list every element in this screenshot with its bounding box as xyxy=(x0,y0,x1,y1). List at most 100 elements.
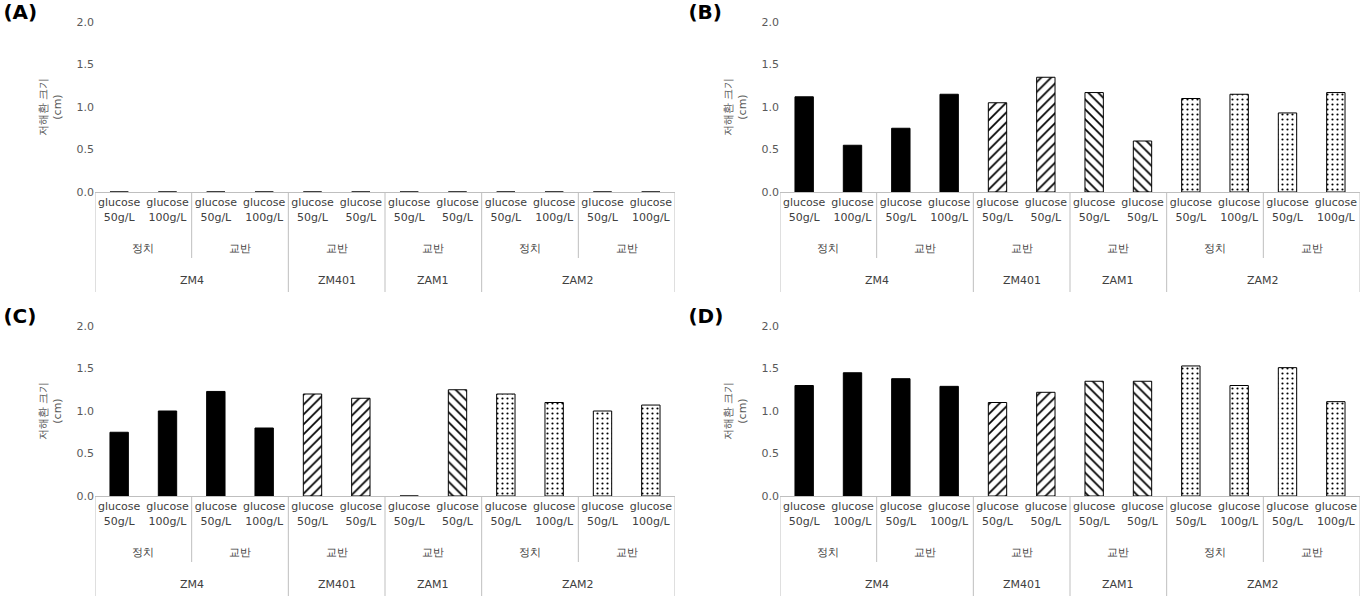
svg-text:glucose50g/L: glucose50g/L xyxy=(388,196,431,223)
svg-text:glucose50g/L: glucose50g/L xyxy=(195,196,238,223)
svg-text:glucose50g/L: glucose50g/L xyxy=(98,196,141,223)
svg-text:glucose100g/L: glucose100g/L xyxy=(831,196,874,223)
svg-text:교반: 교반 xyxy=(229,546,251,559)
svg-text:교반: 교반 xyxy=(326,546,348,559)
svg-text:교반: 교반 xyxy=(326,242,348,255)
svg-text:교반: 교반 xyxy=(1011,242,1033,255)
svg-text:교반: 교반 xyxy=(616,546,638,559)
svg-text:glucose50g/L: glucose50g/L xyxy=(1025,500,1068,527)
svg-text:정치: 정치 xyxy=(519,242,541,255)
svg-text:0.0: 0.0 xyxy=(77,186,95,199)
svg-text:glucose50g/L: glucose50g/L xyxy=(1025,196,1068,223)
svg-text:0.5: 0.5 xyxy=(77,143,95,156)
svg-text:교반: 교반 xyxy=(1011,546,1033,559)
svg-text:glucose50g/L: glucose50g/L xyxy=(1266,196,1309,223)
svg-text:0.5: 0.5 xyxy=(762,143,780,156)
svg-text:glucose50g/L: glucose50g/L xyxy=(195,500,238,527)
svg-text:ZAM2: ZAM2 xyxy=(562,274,594,287)
svg-text:2.0: 2.0 xyxy=(762,320,780,333)
svg-text:저해환 크기(cm): 저해환 크기(cm) xyxy=(37,382,64,441)
svg-text:교반: 교반 xyxy=(914,546,936,559)
svg-text:glucose50g/L: glucose50g/L xyxy=(581,196,624,223)
svg-text:glucose100g/L: glucose100g/L xyxy=(1218,196,1261,223)
svg-text:ZAM1: ZAM1 xyxy=(417,274,449,287)
svg-text:glucose100g/L: glucose100g/L xyxy=(533,196,576,223)
svg-text:glucose50g/L: glucose50g/L xyxy=(436,500,479,527)
svg-text:교반: 교반 xyxy=(422,242,444,255)
svg-text:glucose50g/L: glucose50g/L xyxy=(291,500,334,527)
svg-text:glucose50g/L: glucose50g/L xyxy=(1170,500,1213,527)
svg-text:정치: 정치 xyxy=(132,242,154,255)
svg-text:glucose100g/L: glucose100g/L xyxy=(1218,500,1261,527)
svg-text:ZM401: ZM401 xyxy=(1003,578,1041,591)
svg-text:ZAM1: ZAM1 xyxy=(1102,578,1134,591)
svg-text:glucose100g/L: glucose100g/L xyxy=(533,500,576,527)
svg-text:0.0: 0.0 xyxy=(762,186,780,199)
svg-text:ZAM2: ZAM2 xyxy=(562,578,594,591)
svg-text:0.0: 0.0 xyxy=(77,490,95,503)
svg-text:ZAM1: ZAM1 xyxy=(1102,274,1134,287)
svg-text:0.0: 0.0 xyxy=(762,490,780,503)
svg-text:glucose50g/L: glucose50g/L xyxy=(340,196,383,223)
svg-text:glucose50g/L: glucose50g/L xyxy=(340,500,383,527)
svg-text:glucose50g/L: glucose50g/L xyxy=(388,500,431,527)
svg-text:(A): (A) xyxy=(3,0,37,24)
svg-text:glucose50g/L: glucose50g/L xyxy=(880,500,923,527)
svg-text:glucose50g/L: glucose50g/L xyxy=(1266,500,1309,527)
svg-text:glucose100g/L: glucose100g/L xyxy=(630,196,673,223)
svg-text:glucose100g/L: glucose100g/L xyxy=(146,196,189,223)
svg-text:교반: 교반 xyxy=(422,546,444,559)
svg-text:ZAM2: ZAM2 xyxy=(1247,578,1279,591)
svg-text:0.5: 0.5 xyxy=(77,447,95,460)
svg-text:glucose50g/L: glucose50g/L xyxy=(581,500,624,527)
svg-text:정치: 정치 xyxy=(817,242,839,255)
svg-text:(C): (C) xyxy=(3,304,36,328)
svg-text:glucose50g/L: glucose50g/L xyxy=(976,500,1019,527)
svg-text:0.5: 0.5 xyxy=(762,447,780,460)
svg-text:ZM4: ZM4 xyxy=(180,274,204,287)
svg-text:glucose100g/L: glucose100g/L xyxy=(243,500,286,527)
svg-text:정치: 정치 xyxy=(817,546,839,559)
svg-text:glucose50g/L: glucose50g/L xyxy=(976,196,1019,223)
svg-text:glucose100g/L: glucose100g/L xyxy=(1315,500,1358,527)
svg-text:glucose100g/L: glucose100g/L xyxy=(928,196,971,223)
svg-text:(B): (B) xyxy=(688,0,722,24)
svg-text:ZAM2: ZAM2 xyxy=(1247,274,1279,287)
svg-text:정치: 정치 xyxy=(132,546,154,559)
svg-text:ZM401: ZM401 xyxy=(318,274,356,287)
svg-text:교반: 교반 xyxy=(616,242,638,255)
svg-text:1.5: 1.5 xyxy=(77,362,95,375)
svg-text:교반: 교반 xyxy=(1301,242,1323,255)
svg-text:교반: 교반 xyxy=(229,242,251,255)
svg-text:glucose100g/L: glucose100g/L xyxy=(831,500,874,527)
svg-text:ZM4: ZM4 xyxy=(865,578,889,591)
svg-text:정치: 정치 xyxy=(1204,242,1226,255)
svg-text:(D): (D) xyxy=(688,304,723,328)
svg-text:정치: 정치 xyxy=(1204,546,1226,559)
svg-text:glucose100g/L: glucose100g/L xyxy=(630,500,673,527)
svg-text:glucose50g/L: glucose50g/L xyxy=(783,196,826,223)
svg-text:2.0: 2.0 xyxy=(77,320,95,333)
svg-text:glucose100g/L: glucose100g/L xyxy=(243,196,286,223)
svg-text:교반: 교반 xyxy=(1107,242,1129,255)
svg-text:ZAM1: ZAM1 xyxy=(417,578,449,591)
svg-text:glucose50g/L: glucose50g/L xyxy=(1121,500,1164,527)
svg-text:ZM401: ZM401 xyxy=(1003,274,1041,287)
svg-text:2.0: 2.0 xyxy=(77,16,95,29)
svg-text:2.0: 2.0 xyxy=(762,16,780,29)
svg-text:1.5: 1.5 xyxy=(762,58,780,71)
svg-text:ZM4: ZM4 xyxy=(180,578,204,591)
svg-text:glucose50g/L: glucose50g/L xyxy=(485,196,528,223)
svg-text:glucose100g/L: glucose100g/L xyxy=(1315,196,1358,223)
svg-text:glucose50g/L: glucose50g/L xyxy=(1073,500,1116,527)
svg-text:glucose100g/L: glucose100g/L xyxy=(928,500,971,527)
svg-text:저해환 크기(cm): 저해환 크기(cm) xyxy=(37,78,64,137)
svg-text:glucose50g/L: glucose50g/L xyxy=(1170,196,1213,223)
svg-text:1.5: 1.5 xyxy=(762,362,780,375)
svg-text:glucose50g/L: glucose50g/L xyxy=(98,500,141,527)
svg-text:1.0: 1.0 xyxy=(762,405,780,418)
svg-text:ZM401: ZM401 xyxy=(318,578,356,591)
svg-text:glucose50g/L: glucose50g/L xyxy=(291,196,334,223)
svg-text:1.0: 1.0 xyxy=(77,405,95,418)
svg-text:1.0: 1.0 xyxy=(77,101,95,114)
